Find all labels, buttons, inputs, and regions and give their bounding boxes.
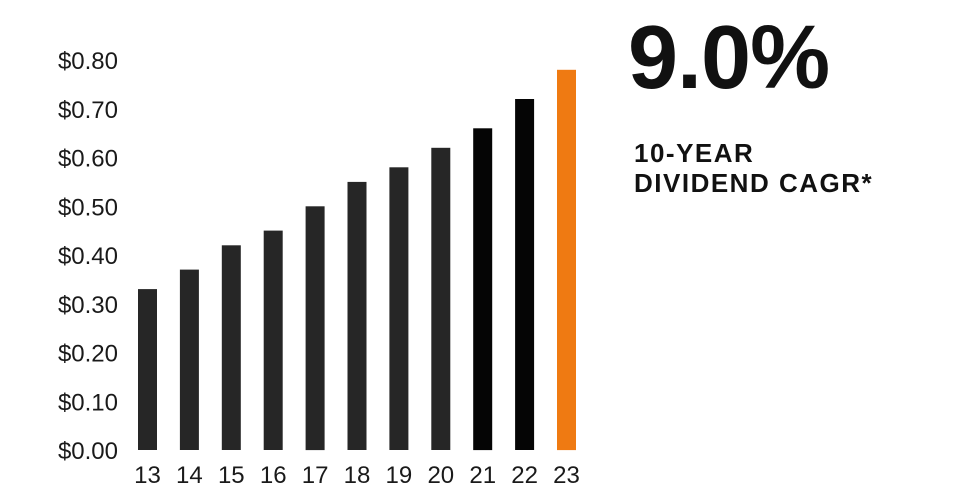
y-tick-label: $0.00 bbox=[58, 438, 118, 465]
bar-highlight bbox=[557, 69, 576, 451]
bar bbox=[138, 289, 157, 450]
bar bbox=[305, 206, 325, 451]
x-tick-label: 13 bbox=[134, 462, 161, 489]
x-tick-label: 23 bbox=[553, 462, 580, 489]
bar bbox=[431, 147, 451, 451]
y-tick-label: $0.30 bbox=[58, 292, 118, 319]
x-axis-tick-labels: 13 14 15 16 17 18 19 20 21 22 23 bbox=[134, 462, 580, 489]
x-tick-label: 21 bbox=[469, 462, 496, 489]
x-tick-label: 14 bbox=[176, 462, 203, 489]
bar bbox=[515, 99, 535, 450]
bar bbox=[263, 230, 283, 450]
y-tick-label: $0.50 bbox=[58, 194, 118, 221]
bars-group bbox=[138, 69, 576, 451]
x-tick-label: 20 bbox=[427, 462, 454, 489]
bar bbox=[347, 181, 367, 450]
x-tick-label: 16 bbox=[260, 462, 287, 489]
y-tick-label: $0.40 bbox=[58, 243, 118, 270]
y-tick-label: $0.10 bbox=[58, 389, 118, 416]
bar bbox=[179, 269, 199, 450]
y-tick-label: $0.20 bbox=[58, 341, 118, 368]
y-axis-tick-labels: $0.00 $0.10 $0.20 $0.30 $0.40 $0.50 $0.60 $0.70… bbox=[58, 48, 118, 465]
x-tick-label: 17 bbox=[302, 462, 329, 489]
caption-line-1: 10-YEAR bbox=[634, 138, 755, 168]
caption-line-2: DIVIDEND CAGR* bbox=[634, 168, 874, 198]
bar bbox=[473, 128, 493, 451]
x-tick-label: 18 bbox=[344, 462, 371, 489]
cagr-caption: 10-YEAR DIVIDEND CAGR* bbox=[634, 138, 873, 198]
cagr-value: 9.0% bbox=[628, 8, 830, 108]
y-tick-label: $0.60 bbox=[58, 146, 118, 173]
bar bbox=[389, 167, 409, 451]
x-tick-label: 22 bbox=[511, 462, 538, 489]
y-tick-label: $0.80 bbox=[58, 48, 118, 75]
x-tick-label: 19 bbox=[386, 462, 413, 489]
dividend-bar-chart: $0.00 $0.10 $0.20 $0.30 $0.40 $0.50 $0.60 $0.70… bbox=[58, 48, 580, 489]
bar bbox=[221, 245, 241, 450]
y-tick-label: $0.70 bbox=[58, 97, 118, 124]
x-tick-label: 15 bbox=[218, 462, 245, 489]
